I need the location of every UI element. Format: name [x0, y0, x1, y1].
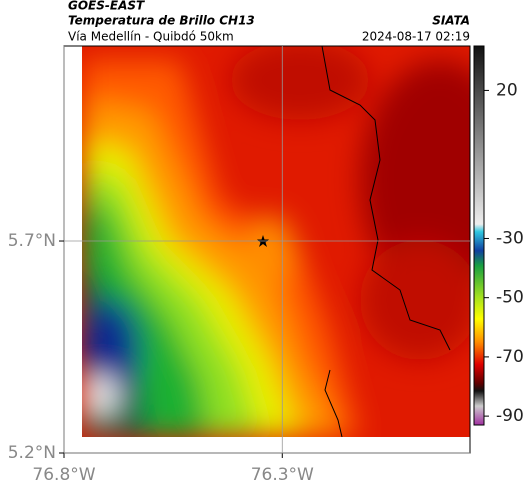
title: Temperatura de Brillo CH13 [68, 14, 255, 28]
colorbar-tick-label: -70 [496, 347, 524, 367]
x-tick-label: 76.3°W [251, 465, 314, 485]
subtitle: Vía Medellín - Quibdó 50km [68, 30, 234, 44]
x-tick-label: 76.8°W [32, 465, 95, 485]
y-tick-label: 5.2°N [8, 443, 56, 463]
y-tick-label: 5.7°N [8, 231, 56, 251]
temperature-field [82, 46, 470, 437]
colorbar-tick-label: -90 [496, 406, 524, 426]
brand: SIATA [432, 14, 470, 28]
timestamp: 2024-08-17 02:19 [362, 30, 470, 44]
colorbar [473, 45, 485, 426]
colorbar-tick-label: 20 [496, 80, 518, 100]
colorbar-tick-label: -50 [496, 288, 524, 308]
colorbar-tick-label: -30 [496, 228, 524, 248]
source: GOES-EAST [68, 0, 145, 13]
